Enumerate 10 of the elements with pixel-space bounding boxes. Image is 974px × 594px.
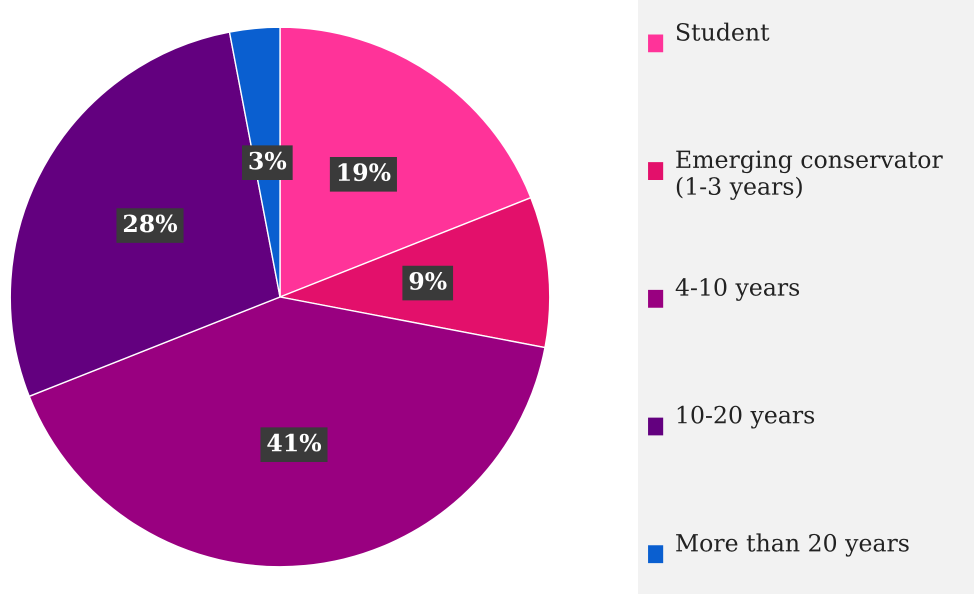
legend-label: Emerging conservator (1-3 years) [676, 150, 943, 200]
legend-label: More than 20 years [676, 533, 909, 557]
data-label: 9% [410, 272, 447, 290]
data-label: 3% [250, 152, 286, 170]
data-label: 41% [267, 434, 322, 452]
data-label: 19% [338, 163, 390, 182]
legend-label: 10-20 years [678, 406, 814, 429]
legend-label: 4-10 years [676, 278, 800, 301]
legend-label: Student [676, 22, 770, 41]
data-label: 28% [124, 214, 178, 232]
